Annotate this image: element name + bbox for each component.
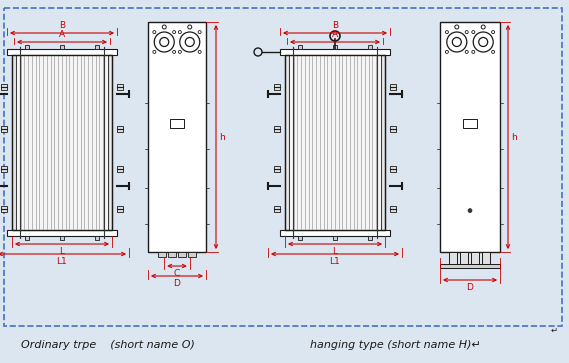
Bar xyxy=(390,83,396,90)
Bar xyxy=(16,55,108,230)
Bar xyxy=(333,236,337,240)
Bar xyxy=(60,45,64,49)
Bar xyxy=(7,49,117,55)
Bar xyxy=(460,252,468,264)
Text: L: L xyxy=(332,247,337,256)
Bar xyxy=(390,126,396,131)
Bar xyxy=(117,83,123,90)
Bar xyxy=(1,206,7,212)
Text: D: D xyxy=(467,283,473,292)
Bar xyxy=(170,119,184,128)
Bar xyxy=(1,126,7,131)
Bar xyxy=(298,236,302,240)
Text: Ordinary trpe    (short name O): Ordinary trpe (short name O) xyxy=(21,340,195,350)
Text: A: A xyxy=(332,30,338,39)
Bar xyxy=(483,252,490,264)
Text: hanging type (short name H)↵: hanging type (short name H)↵ xyxy=(310,340,480,350)
Bar xyxy=(60,236,64,240)
Bar xyxy=(148,22,206,252)
Bar xyxy=(117,166,123,172)
Bar xyxy=(1,166,7,172)
Bar xyxy=(178,252,186,257)
Text: L1: L1 xyxy=(329,257,340,266)
Bar xyxy=(95,236,99,240)
Text: B: B xyxy=(59,21,65,30)
Bar xyxy=(440,22,500,252)
Bar xyxy=(440,264,500,268)
Bar xyxy=(25,236,29,240)
Bar xyxy=(472,252,480,264)
Text: D: D xyxy=(174,279,180,288)
Text: ↵: ↵ xyxy=(551,326,558,334)
Bar xyxy=(390,166,396,172)
Bar xyxy=(289,55,381,230)
Bar xyxy=(12,55,16,230)
Bar xyxy=(7,230,117,236)
Bar xyxy=(280,230,390,236)
Bar xyxy=(390,206,396,212)
Text: L1: L1 xyxy=(57,257,67,266)
Text: h: h xyxy=(219,132,225,142)
Bar xyxy=(274,126,280,131)
Bar xyxy=(4,8,562,326)
Bar xyxy=(274,206,280,212)
Bar xyxy=(450,252,457,264)
Text: B: B xyxy=(332,21,338,30)
Bar xyxy=(95,45,99,49)
Text: L: L xyxy=(60,247,64,256)
Bar xyxy=(158,252,166,257)
Bar xyxy=(274,83,280,90)
Bar xyxy=(188,252,196,257)
Bar xyxy=(12,55,112,230)
Bar xyxy=(285,55,385,230)
Bar xyxy=(25,45,29,49)
Bar xyxy=(381,55,385,230)
Bar xyxy=(285,55,289,230)
Bar xyxy=(117,126,123,131)
Bar xyxy=(368,236,372,240)
Bar xyxy=(463,119,477,128)
Bar xyxy=(298,45,302,49)
Bar xyxy=(108,55,112,230)
Bar xyxy=(333,45,337,49)
Text: A: A xyxy=(59,30,65,39)
Circle shape xyxy=(468,209,472,213)
Bar xyxy=(280,49,390,55)
Bar xyxy=(274,166,280,172)
Bar xyxy=(368,45,372,49)
Bar xyxy=(1,83,7,90)
Bar xyxy=(117,206,123,212)
Text: h: h xyxy=(511,132,517,142)
Bar xyxy=(168,252,176,257)
Text: C: C xyxy=(174,269,180,278)
